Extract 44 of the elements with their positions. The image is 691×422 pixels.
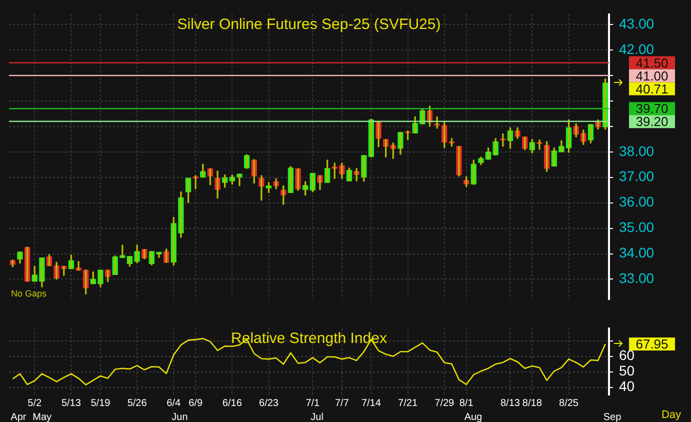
y-tick-label: 36.00 — [619, 194, 654, 210]
y-tick-label: 60 — [619, 347, 635, 364]
x-tick-label: 5/13 — [61, 398, 82, 409]
y-tick-label: 50 — [619, 362, 635, 379]
text: Apr — [10, 412, 27, 422]
x-tick-label: 6/23 — [259, 398, 279, 409]
y-tick-label: 34.00 — [619, 244, 654, 261]
annotation: No Gaps — [11, 288, 48, 299]
x-tick-label: 6/9 — [188, 398, 203, 409]
x-tick-label: 7/14 — [361, 398, 382, 409]
text: May — [32, 412, 52, 422]
x-tick-label: 7/7 — [334, 398, 350, 409]
chart-title: Relative Strength Index — [231, 330, 388, 348]
x-tick-label: 5/26 — [127, 398, 148, 409]
x-tick-label: 8/18 — [522, 398, 542, 409]
text: Day — [661, 409, 682, 421]
x-tick-label: 8/1 — [459, 398, 474, 409]
text: 67.95 — [636, 336, 668, 352]
text: Sep — [603, 412, 622, 422]
y-tick-label: 33.00 — [619, 270, 654, 286]
ref-line-label: 39.70 — [636, 101, 668, 116]
text: 40.71 — [636, 81, 668, 96]
y-tick-label: 37.00 — [619, 168, 654, 184]
x-tick-label: 6/4 — [166, 398, 182, 409]
y-tick-label: 40 — [619, 378, 635, 394]
text: Aug — [464, 412, 482, 422]
x-tick-label: 7/29 — [434, 398, 455, 409]
y-tick-label: 35.00 — [619, 219, 654, 236]
ref-line-label: 41.50 — [636, 55, 668, 70]
y-tick-label: 42.00 — [619, 40, 654, 57]
x-tick-label: 5/2 — [28, 398, 42, 409]
chart-title: Silver Online Futures Sep-25 (SVFU25) — [177, 16, 441, 34]
ref-line-label: 39.20 — [636, 114, 668, 130]
x-tick-label: 8/13 — [500, 398, 520, 409]
text: Jun — [172, 412, 188, 422]
y-tick-label: 38.00 — [619, 142, 654, 159]
x-tick-label: 7/1 — [306, 398, 320, 409]
y-tick-label: 43.00 — [619, 15, 654, 32]
x-tick-label: 8/25 — [559, 398, 579, 409]
x-tick-label: 6/16 — [222, 398, 242, 409]
ref-line-label: 41.00 — [636, 68, 668, 84]
x-tick-label: 5/19 — [90, 398, 111, 409]
text: Jul — [310, 412, 324, 422]
x-tick-label: 7/21 — [398, 398, 418, 409]
